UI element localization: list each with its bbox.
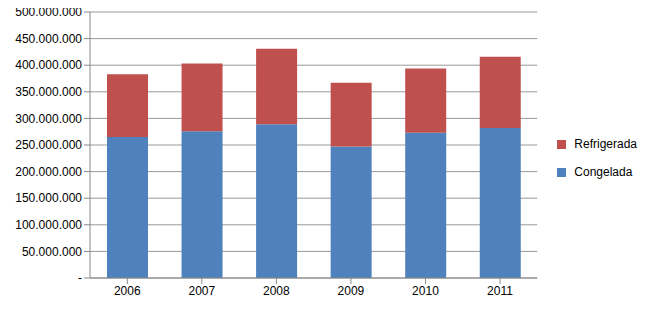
- svg-text:500.000.000: 500.000.000: [15, 8, 82, 19]
- svg-text:2011: 2011: [487, 284, 513, 298]
- svg-text:2008: 2008: [263, 284, 290, 298]
- svg-text:350.000.000: 350.000.000: [15, 85, 82, 99]
- svg-text:-: -: [78, 271, 82, 285]
- svg-text:2007: 2007: [188, 284, 215, 298]
- svg-text:150.000.000: 150.000.000: [15, 191, 82, 205]
- svg-text:100.000.000: 100.000.000: [15, 218, 82, 232]
- svg-text:2009: 2009: [338, 284, 365, 298]
- svg-text:200.000.000: 200.000.000: [15, 165, 82, 179]
- svg-text:250.000.000: 250.000.000: [15, 138, 82, 152]
- html-text:Refrigerada: Refrigerada: [574, 137, 637, 151]
- svg-text:300.000.000: 300.000.000: [15, 112, 82, 126]
- svg-text:2010: 2010: [412, 284, 439, 298]
- html-text:Congelada: Congelada: [574, 165, 633, 179]
- svg-text:2006: 2006: [114, 284, 141, 298]
- svg-text:50.000.000: 50.000.000: [22, 245, 82, 259]
- svg-text:400.000.000: 400.000.000: [15, 58, 82, 72]
- svg-text:450.000.000: 450.000.000: [15, 32, 82, 46]
